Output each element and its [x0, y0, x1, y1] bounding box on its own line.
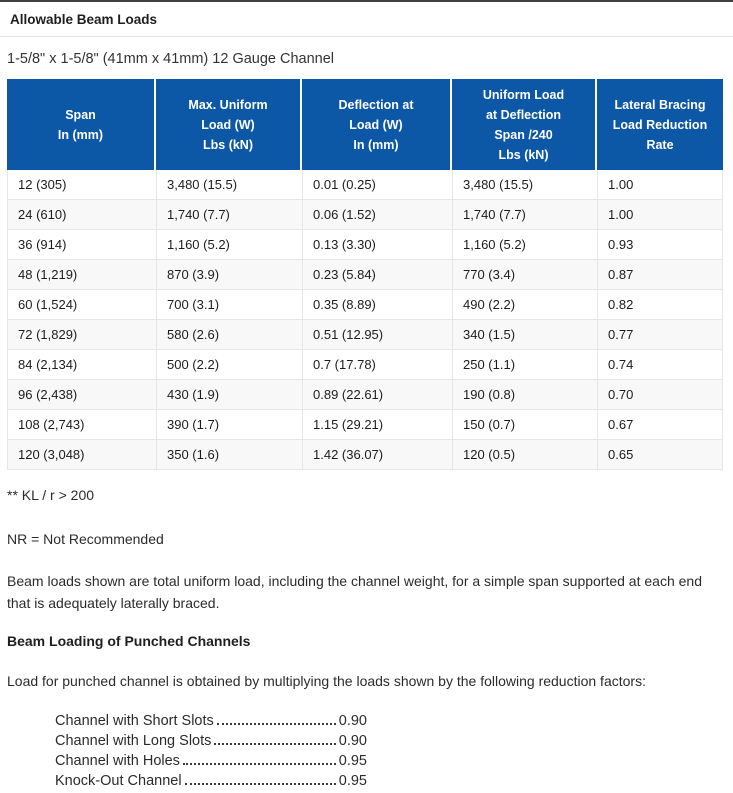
- table-cell: 390 (1.7): [156, 410, 302, 440]
- table-cell: 72 (1,829): [7, 320, 156, 350]
- table-cell: 0.89 (22.61): [302, 380, 452, 410]
- table-cell: 0.7 (17.78): [302, 350, 452, 380]
- table-row: 12 (305) 3,480 (15.5) 0.01 (0.25) 3,480 (15…: [7, 170, 723, 200]
- table-cell: 0.06 (1.52): [302, 200, 452, 230]
- column-header: Max. Uniform Load (W) Lbs (kN): [156, 79, 302, 170]
- table-cell: 0.01 (0.25): [302, 170, 452, 200]
- table-cell: 3,480 (15.5): [156, 170, 302, 200]
- column-header: Uniform Load at Deflection Span /240 Lbs…: [452, 79, 597, 170]
- table-row: 24 (610) 1,740 (7.7) 0.06 (1.52) 1,740 (7.7…: [7, 200, 723, 230]
- table-row: 84 (2,134) 500 (2.2) 0.7 (17.78) 250 (1.1) 0…: [7, 350, 723, 380]
- table-cell: 1.42 (36.07): [302, 440, 452, 470]
- kl-ratio-note: ** KL / r > 200: [7, 487, 95, 503]
- table-cell: 1.15 (29.21): [302, 410, 452, 440]
- table-cell: 0.51 (12.95): [302, 320, 452, 350]
- table-cell: 1.00: [597, 170, 723, 200]
- table-row: 72 (1,829) 580 (2.6) 0.51 (12.95) 340 (1.5)…: [7, 320, 723, 350]
- reduction-factor-row: Channel with Long Slots 0.90: [55, 733, 367, 753]
- reduction-factor-label: Channel with Long Slots: [55, 733, 212, 750]
- table-cell: 0.77: [597, 320, 723, 350]
- table-cell: 430 (1.9): [156, 380, 302, 410]
- reduction-factor-row: Knock-Out Channel 0.95: [55, 773, 367, 793]
- table-cell: 190 (0.8): [452, 380, 597, 410]
- reduction-factor-label: Channel with Holes: [55, 753, 180, 770]
- table-row: 96 (2,438) 430 (1.9) 0.89 (22.61) 190 (0.8)…: [7, 380, 723, 410]
- table-cell: 700 (3.1): [156, 290, 302, 320]
- table-cell: 12 (305): [7, 170, 156, 200]
- table-cell: 1,160 (5.2): [452, 230, 597, 260]
- table-cell: 340 (1.5): [452, 320, 597, 350]
- table-cell: 150 (0.7): [452, 410, 597, 440]
- table-cell: 0.93: [597, 230, 723, 260]
- reduction-factor-list: Channel with Short Slots 0.90 Channel with…: [55, 713, 367, 793]
- table-cell: 250 (1.1): [452, 350, 597, 380]
- table-cell: 770 (3.4): [452, 260, 597, 290]
- dotted-leader: [182, 763, 336, 766]
- table-cell: 0.65: [597, 440, 723, 470]
- dotted-leader: [214, 743, 336, 746]
- dotted-leader: [184, 783, 336, 786]
- reduction-factor-label: Channel with Short Slots: [55, 713, 214, 730]
- table-cell: 120 (0.5): [452, 440, 597, 470]
- column-header: Deflection at Load (W) In (mm): [302, 79, 452, 170]
- table-row: 48 (1,219) 870 (3.9) 0.23 (5.84) 770 (3.4) 0…: [7, 260, 723, 290]
- section-title: Allowable Beam Loads: [0, 2, 733, 37]
- reduction-factor-value: 0.95: [338, 753, 367, 770]
- nr-definition-note: NR = Not Recommended: [7, 530, 164, 547]
- table-row: 120 (3,048) 350 (1.6) 1.42 (36.07) 120 (0.5…: [7, 440, 723, 470]
- table-cell: 96 (2,438): [7, 380, 156, 410]
- table-cell: 24 (610): [7, 200, 156, 230]
- table-row: 60 (1,524) 700 (3.1) 0.35 (8.89) 490 (2.2) 0…: [7, 290, 723, 320]
- table-cell: 870 (3.9): [156, 260, 302, 290]
- channel-size-subtitle: 1-5/8" x 1-5/8" (41mm x 41mm) 12 Gauge C…: [7, 51, 335, 67]
- table-cell: 0.35 (8.89): [302, 290, 452, 320]
- table-cell: 0.74: [597, 350, 723, 380]
- column-header: Span In (mm): [7, 79, 156, 170]
- table-header-row: Span In (mm) Max. Uniform Load (W) Lbs (k…: [7, 79, 723, 170]
- table-cell: 1,160 (5.2): [156, 230, 302, 260]
- reduction-factor-row: Channel with Short Slots 0.90: [55, 713, 367, 733]
- table-cell: 3,480 (15.5): [452, 170, 597, 200]
- table-cell: 0.70: [597, 380, 723, 410]
- table-cell: 120 (3,048): [7, 440, 156, 470]
- punched-intro-text: Load for punched channel is obtained by …: [7, 672, 646, 689]
- table-body: 12 (305) 3,480 (15.5) 0.01 (0.25) 3,480 (15…: [7, 170, 723, 470]
- table-cell: 0.82: [597, 290, 723, 320]
- column-header: Lateral Bracing Load Reduction Rate: [597, 79, 723, 170]
- dotted-leader: [216, 723, 336, 726]
- table-cell: 580 (2.6): [156, 320, 302, 350]
- allowable-beam-loads-table: Span In (mm) Max. Uniform Load (W) Lbs (k…: [7, 79, 723, 470]
- punched-channels-heading: Beam Loading of Punched Channels: [7, 632, 251, 649]
- table-cell: 0.87: [597, 260, 723, 290]
- table-cell: 500 (2.2): [156, 350, 302, 380]
- reduction-factor-value: 0.90: [338, 733, 367, 750]
- table-cell: 36 (914): [7, 230, 156, 260]
- table-cell: 0.13 (3.30): [302, 230, 452, 260]
- table-cell: 48 (1,219): [7, 260, 156, 290]
- table-cell: 0.23 (5.84): [302, 260, 452, 290]
- table-row: 36 (914) 1,160 (5.2) 0.13 (3.30) 1,160 (5.2…: [7, 230, 723, 260]
- table-cell: 108 (2,743): [7, 410, 156, 440]
- table-row: 108 (2,743) 390 (1.7) 1.15 (29.21) 150 (0.7…: [7, 410, 723, 440]
- reduction-factor-row: Channel with Holes 0.95: [55, 753, 367, 773]
- table-cell: 60 (1,524): [7, 290, 156, 320]
- table-cell: 0.67: [597, 410, 723, 440]
- reduction-factor-value: 0.90: [338, 713, 367, 730]
- table-cell: 1,740 (7.7): [452, 200, 597, 230]
- table-cell: 350 (1.6): [156, 440, 302, 470]
- table-cell: 1.00: [597, 200, 723, 230]
- table-cell: 1,740 (7.7): [156, 200, 302, 230]
- beam-loads-note: Beam loads shown are total uniform load,…: [7, 573, 702, 612]
- table-cell: 490 (2.2): [452, 290, 597, 320]
- table-header: Span In (mm) Max. Uniform Load (W) Lbs (k…: [7, 79, 723, 170]
- table-cell: 84 (2,134): [7, 350, 156, 380]
